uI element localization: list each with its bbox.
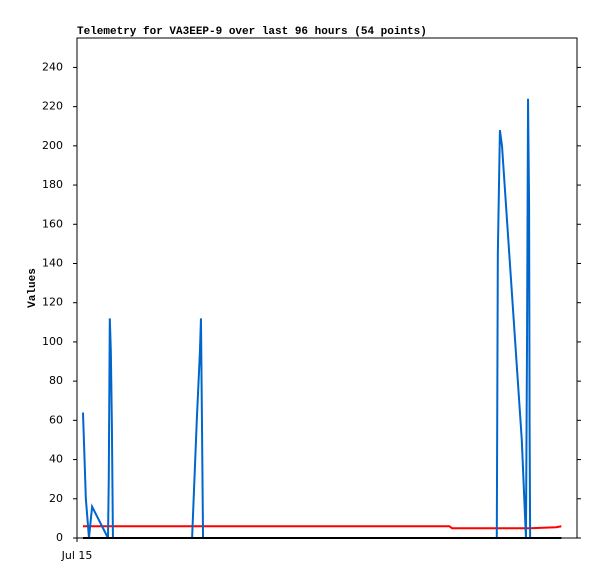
y-tick-label: 20 — [49, 492, 63, 505]
series-line — [82, 525, 562, 530]
plot-frame — [76, 37, 578, 539]
y-tick-label: 40 — [49, 453, 63, 466]
y-tick-label: 80 — [49, 374, 63, 387]
y-tick-label: 240 — [42, 60, 63, 73]
y-tick-label: 100 — [42, 335, 63, 348]
y-tick-label: 220 — [42, 100, 63, 113]
y-tick-label: 140 — [42, 256, 63, 269]
x-tick-label: Jul 15 — [61, 549, 93, 562]
y-tick-label: 0 — [56, 531, 63, 544]
y-tick-label: 60 — [49, 413, 63, 426]
y-tick-label: 180 — [42, 178, 63, 191]
chart-title: Telemetry for VA3EEP-9 over last 96 hour… — [77, 26, 427, 38]
y-tick-label: 120 — [42, 296, 63, 309]
y-tick-label: 160 — [42, 217, 63, 230]
series-line — [81, 98, 532, 539]
y-axis-label: Values — [27, 268, 39, 308]
y-tick-label: 200 — [42, 139, 63, 152]
